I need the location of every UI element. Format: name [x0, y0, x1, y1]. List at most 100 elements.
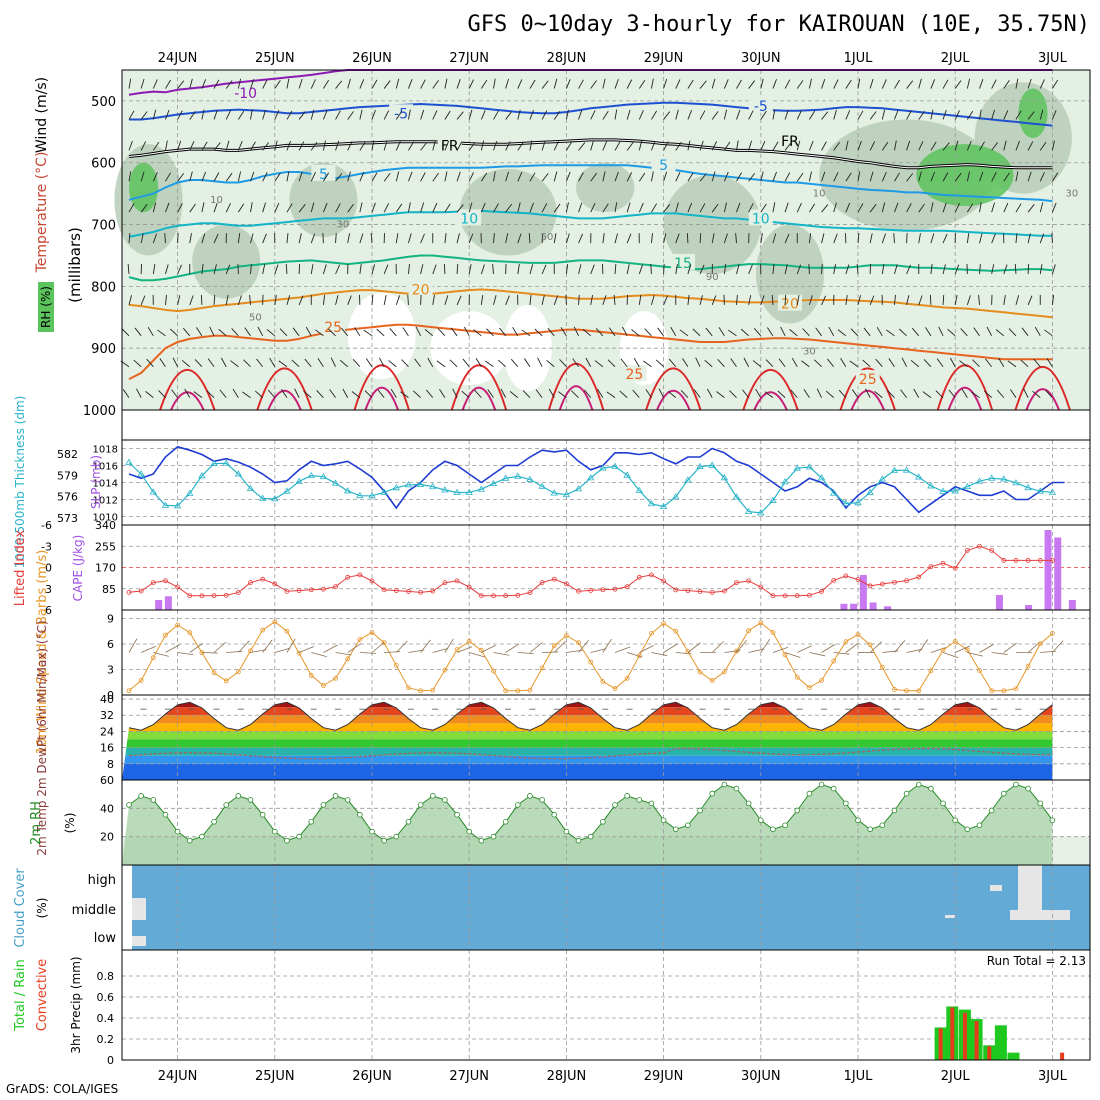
wind-barb — [335, 295, 339, 306]
li-marker — [697, 589, 703, 594]
wind-barb — [748, 264, 753, 275]
wind-barb — [651, 171, 654, 182]
wind-speed-marker — [916, 688, 922, 694]
wind-barb — [347, 78, 351, 89]
wind-barb — [371, 264, 376, 275]
wind-barb — [979, 171, 984, 182]
wind-barb — [614, 109, 618, 120]
wind-barb — [821, 78, 826, 89]
wind-barb — [578, 79, 584, 89]
rh-contour-label: 10 — [813, 189, 826, 200]
wind-barb — [493, 110, 499, 120]
rh-contour-label: 50 — [541, 232, 554, 243]
wind-barb — [638, 202, 644, 213]
wind-barb — [772, 264, 775, 275]
rh-marker — [332, 793, 339, 799]
wind-barb — [432, 110, 438, 120]
wind-barb — [602, 295, 607, 306]
wind-barb — [869, 203, 877, 213]
wind-barb — [456, 646, 473, 653]
wind-barb — [529, 294, 532, 305]
wind-barb — [687, 110, 693, 120]
wind-barb — [638, 140, 643, 151]
wind-barb — [152, 202, 157, 213]
wind-barb — [869, 141, 876, 151]
li-marker — [333, 584, 338, 590]
wind-barb — [590, 648, 607, 653]
wind-tick-label: 3 — [107, 664, 114, 677]
li-marker — [588, 588, 594, 593]
wind-barb — [517, 171, 523, 182]
wind-barb — [954, 295, 958, 305]
li-marker — [357, 572, 363, 578]
wind-barb — [881, 141, 889, 151]
isotherm-label: FR — [441, 138, 459, 154]
wind-barb — [286, 295, 291, 306]
wind-barb — [626, 233, 632, 244]
isotherm-label: -5 — [394, 106, 408, 122]
rh-marker — [624, 793, 630, 799]
rh-marker — [150, 797, 157, 803]
wind-barb — [401, 359, 409, 368]
wind-barb — [1015, 203, 1022, 213]
wind-barb — [480, 110, 486, 120]
thickness-marker — [198, 472, 206, 479]
isotherm-line — [128, 209, 1053, 238]
wind-barb — [462, 358, 470, 368]
wind-barb — [863, 327, 871, 337]
wind-barb — [985, 358, 993, 368]
isotherm-label-bg — [311, 164, 336, 181]
rh-marker — [709, 790, 715, 797]
wind-speed-marker — [223, 678, 229, 684]
wind-barb — [383, 203, 390, 213]
rh-marker — [539, 797, 545, 803]
wind-barb — [849, 360, 859, 368]
wind-barb — [693, 389, 701, 398]
wind-barb — [201, 202, 205, 213]
wind-barb — [152, 233, 157, 244]
wind-barb — [699, 110, 706, 120]
wind-barb — [857, 171, 861, 182]
wind-barb — [942, 172, 949, 182]
precip-conv-bar — [974, 1021, 979, 1060]
isotherm-35-dome — [558, 385, 594, 411]
wind-barb — [444, 140, 450, 151]
li-marker — [782, 593, 788, 599]
wind-barb — [194, 359, 203, 368]
wind-barb — [189, 111, 196, 120]
wind-speed-marker — [685, 649, 691, 654]
rh-marker — [587, 833, 594, 840]
li-marker — [892, 579, 897, 585]
isotherm-label-bg — [651, 156, 676, 173]
wind-barb — [675, 233, 680, 244]
rh-label: RH (%) — [39, 286, 53, 328]
thickness-marker — [757, 509, 765, 516]
wind-barb — [850, 328, 859, 337]
thickness-marker — [854, 499, 862, 506]
wind-barb — [663, 643, 678, 653]
li-marker — [163, 578, 168, 584]
wind-barb — [1008, 328, 1017, 337]
wind-barb — [1034, 326, 1041, 337]
wind-barb — [692, 328, 701, 337]
wind-barb — [627, 652, 643, 658]
li-axis-label: Lifted Index — [13, 529, 28, 606]
wind-speed-marker — [879, 664, 885, 670]
wind-barb — [938, 326, 944, 337]
wind-barb — [128, 233, 131, 244]
wind-barb — [590, 202, 596, 213]
li-marker — [843, 573, 849, 579]
isotherm-line — [129, 101, 1053, 127]
rh-marker — [672, 826, 679, 833]
wind-barb — [213, 233, 219, 244]
wind-speed-marker — [357, 637, 363, 642]
wind-barb — [602, 110, 609, 120]
wind-barb — [995, 329, 1005, 337]
wind-barb — [128, 638, 138, 653]
wind-speed-marker — [187, 630, 193, 635]
wind-barb — [128, 295, 133, 306]
cloud-fill — [945, 915, 955, 918]
wind-barb — [784, 79, 791, 89]
rh-marker — [770, 826, 776, 833]
li-marker — [721, 588, 727, 594]
